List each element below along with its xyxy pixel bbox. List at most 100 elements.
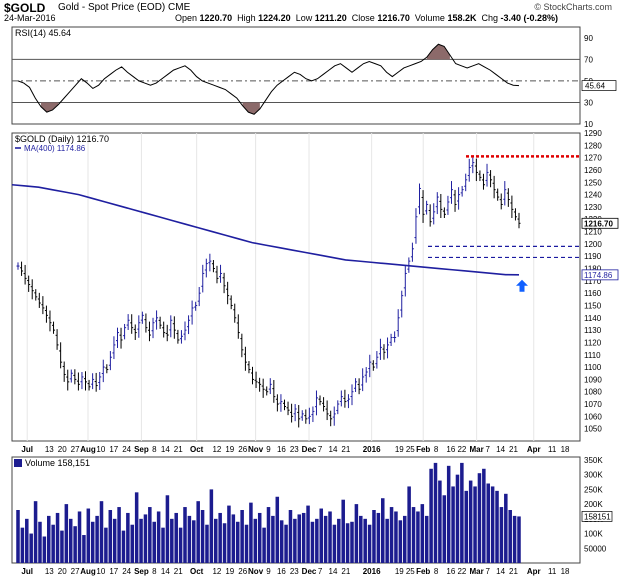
volume-x-tick-label: Aug <box>80 567 96 576</box>
volume-bar <box>218 512 222 563</box>
price-x-tick-label: Feb <box>416 445 430 454</box>
volume-bar <box>420 504 425 563</box>
price-x-tick-label: 8 <box>152 445 157 454</box>
price-x-tick-label: 16 <box>277 445 286 454</box>
volume-bar <box>499 507 504 563</box>
volume-bar <box>376 512 381 563</box>
price-tick-label: 1260 <box>584 166 602 175</box>
volume-bar <box>301 512 306 563</box>
volume-bar <box>359 515 363 563</box>
volume-bar <box>134 492 139 563</box>
price-tick-label: 1160 <box>584 289 602 298</box>
volume-bar <box>504 493 508 563</box>
volume-bar <box>95 515 99 563</box>
rsi-tick-label: 30 <box>584 98 593 107</box>
rsi-current-label: 45.64 <box>585 82 606 91</box>
price-tick-label: 1060 <box>584 412 602 421</box>
price-x-tick-label: 19 <box>395 445 404 454</box>
symbol-description: Gold - Spot Price (EOD) CME <box>58 2 191 13</box>
price-x-tick-label: 2016 <box>363 445 381 454</box>
volume-bar <box>55 512 60 563</box>
volume-bar <box>323 515 328 563</box>
price-x-tick-label: Mar <box>470 445 484 454</box>
volume-bar <box>337 518 341 563</box>
volume-bar <box>271 515 275 563</box>
price-x-tick-label: 21 <box>341 445 350 454</box>
volume-bar <box>328 511 332 563</box>
volume-bar <box>174 512 178 563</box>
volume-bar <box>288 510 293 563</box>
volume-x-tick-label: 21 <box>509 567 518 576</box>
volume-bar <box>205 524 209 563</box>
volume-x-tick-label: 7 <box>318 567 323 576</box>
volume-bar <box>446 465 451 563</box>
volume-bar <box>33 501 38 563</box>
price-tick-label: 1070 <box>584 400 602 409</box>
as-of-date: 24-Mar-2016 <box>4 13 56 23</box>
volume-current-box <box>581 511 613 522</box>
volume-bar <box>214 518 218 563</box>
price-x-tick-label: 25 <box>406 445 415 454</box>
volume-bar <box>451 486 455 563</box>
volume-bar <box>200 510 205 563</box>
price-x-tick-label: Sep <box>134 445 149 454</box>
volume-bar <box>381 498 385 563</box>
volume-bar <box>372 510 376 563</box>
up-arrow-icon <box>516 279 528 292</box>
price-x-tick-label: 23 <box>290 445 299 454</box>
volume-bar <box>262 527 266 563</box>
price-tick-label: 1270 <box>584 154 602 163</box>
volume-bar <box>130 524 135 563</box>
volume-x-axis: Jul 13 20 27 Aug 10 17 24 Sep 8 14 21 Oct 12 19 26 Nov 9 1… <box>21 567 570 576</box>
price-tick-label: 1150 <box>584 301 602 310</box>
price-x-tick-label: Apr <box>527 445 541 454</box>
volume-legend-swatch <box>14 459 22 467</box>
volume-x-tick-label: 16 <box>446 567 455 576</box>
volume-bar <box>416 511 420 563</box>
price-tick-label: 1280 <box>584 141 602 150</box>
volume-bar <box>517 516 521 563</box>
volume-tick-label: 300K <box>584 471 603 480</box>
volume-bar <box>73 526 77 563</box>
volume-bar <box>29 533 33 563</box>
ma-legend-label: MA(400) 1174.86 <box>24 144 86 153</box>
price-x-tick-label: 16 <box>446 445 455 454</box>
price-x-tick-label: 27 <box>71 445 80 454</box>
volume-x-tick-label: Jul <box>21 567 33 576</box>
price-x-axis: Jul 13 20 27 Aug 10 17 24 Sep 8 14 21 Oct 12 19 26 Nov 9 1… <box>21 445 570 454</box>
volume-bar <box>306 505 310 563</box>
volume-x-tick-label: 23 <box>290 567 299 576</box>
volume-x-tick-label: 21 <box>341 567 350 576</box>
price-tick-label: 1100 <box>584 363 602 372</box>
volume-bar <box>25 518 29 563</box>
volume-x-tick-label: 12 <box>212 567 221 576</box>
last-price-box <box>581 217 619 229</box>
price-x-tick-label: 17 <box>109 445 118 454</box>
price-tick-label: 1140 <box>584 314 602 323</box>
volume-x-tick-label: 7 <box>485 567 490 576</box>
volume-x-tick-label: 8 <box>434 567 439 576</box>
price-panel: 1290128012701260125012401230122012101200… <box>11 129 619 442</box>
volume-x-tick-label: 27 <box>71 567 80 576</box>
volume-title: Volume 158,151 <box>25 458 90 468</box>
volume-bar <box>402 515 407 563</box>
volume-bar <box>477 473 482 563</box>
volume-bar <box>178 527 183 563</box>
volume-x-tick-label: 14 <box>329 567 338 576</box>
volume-bar <box>192 520 196 563</box>
volume-bar <box>235 521 240 563</box>
volume-x-tick-label: Nov <box>248 567 264 576</box>
price-x-tick-label: 21 <box>509 445 518 454</box>
volume-bar <box>350 521 354 563</box>
volume-x-tick-label: 25 <box>406 567 415 576</box>
volume-bar <box>293 518 297 563</box>
low-value: 1211.20 <box>314 13 347 23</box>
price-x-tick-label: 14 <box>496 445 505 454</box>
price-x-tick-label: 7 <box>318 445 323 454</box>
price-x-tick-label: 7 <box>485 445 490 454</box>
volume-bar <box>121 530 126 563</box>
rsi-frame <box>11 26 581 125</box>
volume-bar <box>99 501 104 563</box>
price-x-tick-label: 12 <box>212 445 221 454</box>
